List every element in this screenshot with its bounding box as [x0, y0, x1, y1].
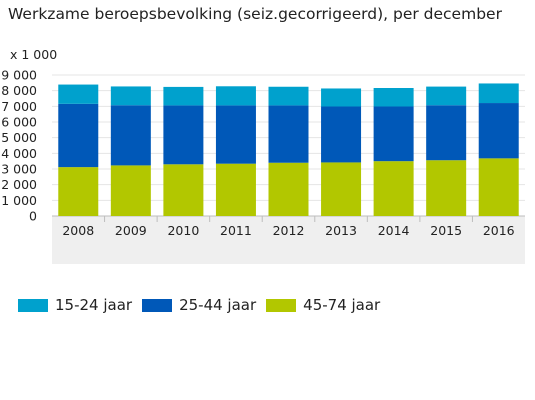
bar-segment: [373, 88, 414, 107]
x-tick-label: 2012: [273, 223, 305, 238]
x-axis-band: [52, 216, 525, 264]
bar-segment: [478, 158, 519, 216]
bar-segment: [58, 167, 99, 216]
legend-item: 25-44 jaar: [142, 296, 256, 314]
bar-segment: [163, 105, 204, 165]
legend-swatch: [18, 298, 48, 312]
bar-segment: [321, 106, 362, 163]
bar-segment: [215, 86, 256, 106]
bar-segment: [321, 88, 362, 107]
legend-swatch: [266, 298, 297, 312]
legend: 15-24 jaar 25-44 jaar 45-74 jaar: [18, 296, 390, 314]
legend-label: 15-24 jaar: [55, 296, 133, 314]
x-tick-labels: 2008 2009 2010 2011 2012 2013 2014 2015 2016: [62, 223, 514, 238]
x-tick-label: 2008: [62, 223, 94, 238]
y-tick-label: 6 000: [1, 115, 37, 130]
bar-segment: [163, 164, 204, 216]
bar-segment: [215, 105, 256, 164]
bar-segment: [426, 105, 467, 161]
bar-segment: [215, 163, 256, 216]
y-tick-label: 5 000: [1, 130, 37, 145]
y-axis-unit-label: x 1 000: [10, 47, 58, 62]
bar-segment: [321, 162, 362, 216]
x-tick-label: 2009: [115, 223, 147, 238]
legend-swatch: [142, 298, 173, 312]
x-tick-label: 2014: [378, 223, 410, 238]
y-tick-label: 9 000: [1, 68, 37, 83]
bar-segment: [373, 106, 414, 162]
bar-segment: [58, 84, 99, 104]
y-tick-label: 0: [29, 209, 37, 224]
bar-segment: [163, 86, 204, 106]
bar-segment: [110, 86, 151, 106]
y-tick-label: 8 000: [1, 83, 37, 98]
legend-item: 15-24 jaar: [18, 296, 132, 314]
bar-segment: [110, 105, 151, 166]
y-tick-label: 7 000: [1, 99, 37, 114]
y-tick-label: 4 000: [1, 146, 37, 161]
bar-segment: [373, 161, 414, 216]
bar-segment: [268, 86, 309, 106]
x-tick-label: 2010: [167, 223, 199, 238]
x-tick-label: 2016: [483, 223, 515, 238]
bar-segment: [268, 105, 309, 163]
bar-segment: [478, 83, 519, 104]
chart-title: Werkzame beroepsbevolking (seiz.gecorrig…: [8, 5, 502, 23]
legend-item: 45-74 jaar: [266, 296, 380, 314]
bar-segment: [426, 160, 467, 216]
bar-segment: [268, 162, 309, 216]
x-tick-label: 2011: [220, 223, 252, 238]
bar-segment: [58, 103, 99, 168]
x-tick-label: 2013: [325, 223, 357, 238]
bar-segment: [426, 86, 467, 106]
y-tick-label: 1 000: [1, 193, 37, 208]
bar-segment: [110, 165, 151, 216]
bar-segment: [478, 103, 519, 159]
y-tick-label: 3 000: [1, 162, 37, 177]
y-tick-label: 2 000: [1, 177, 37, 192]
legend-label: 25-44 jaar: [179, 296, 257, 314]
legend-label: 45-74 jaar: [303, 296, 381, 314]
x-tick-label: 2015: [430, 223, 462, 238]
bars: [58, 83, 519, 222]
